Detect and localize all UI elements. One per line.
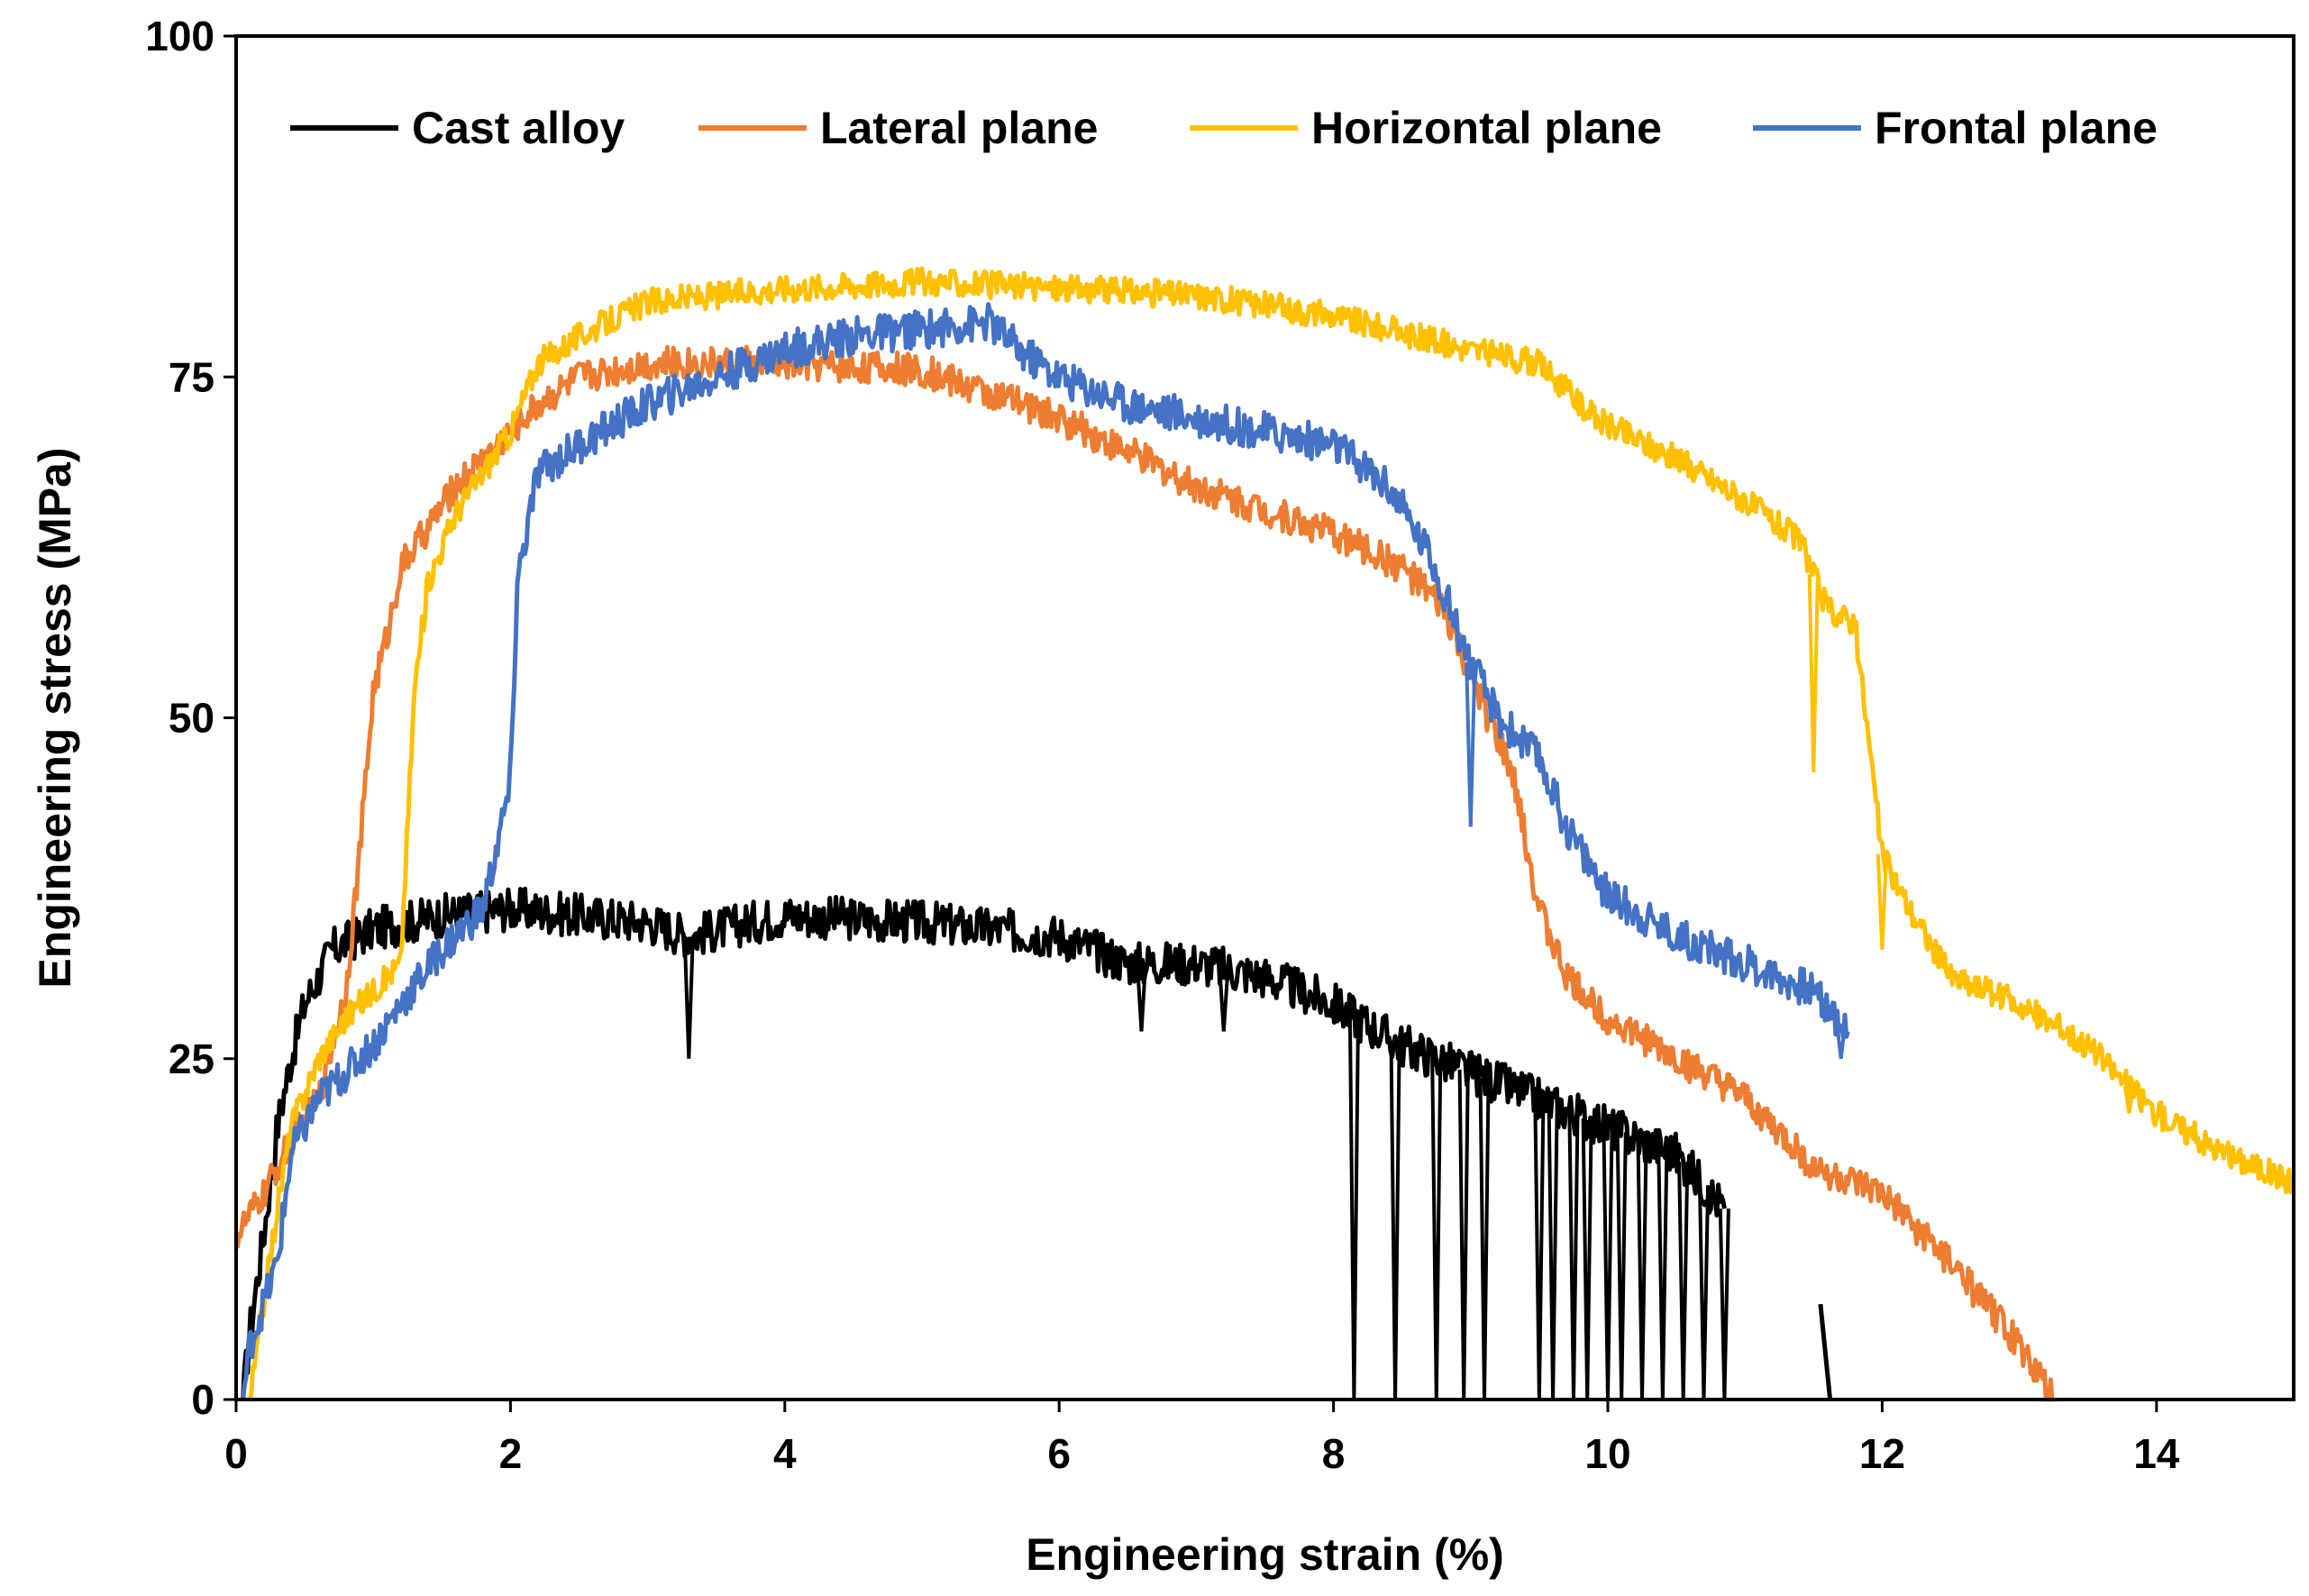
legend-label: Lateral plane	[820, 103, 1098, 153]
x-tick-label: 8	[1322, 1430, 1346, 1477]
series-drop-spike	[682, 935, 695, 1059]
y-tick-label: 25	[169, 1035, 214, 1082]
x-tick-label: 10	[1584, 1430, 1630, 1477]
legend-item: Lateral plane	[698, 103, 1098, 153]
x-axis: 0 2 4 6 8 10 12 14	[224, 1400, 2180, 1477]
series-drop-spike	[1807, 574, 1820, 773]
y-tick-label: 50	[169, 695, 214, 742]
x-tick-label: 12	[1859, 1430, 1905, 1477]
y-axis: 0 25 50 75 100	[145, 13, 236, 1423]
x-tick-label: 6	[1047, 1430, 1071, 1477]
legend-item: Horizontal plane	[1190, 103, 1662, 153]
series-line	[233, 344, 2055, 1402]
y-tick-label: 100	[145, 13, 214, 59]
series-line	[241, 302, 1850, 1400]
series-drop-spike	[1835, 1023, 1848, 1060]
series-line	[241, 886, 1727, 1400]
x-tick-label: 14	[2133, 1430, 2180, 1477]
x-axis-title: Engineering strain (%)	[1026, 1529, 1504, 1580]
y-axis-title: Engineering stress (MPa)	[30, 447, 80, 988]
series-frontal-plane	[241, 302, 1850, 1400]
y-tick-label: 75	[169, 353, 214, 400]
series-drop-spike	[1875, 853, 1888, 950]
legend-item: Frontal plane	[1753, 103, 2158, 153]
x-tick-label: 2	[499, 1430, 523, 1477]
legend-item: Cast alloy	[290, 103, 625, 153]
y-tick-label: 0	[191, 1376, 214, 1423]
legend-label: Horizontal plane	[1311, 103, 1662, 153]
x-tick-label: 0	[224, 1430, 248, 1477]
legend-label: Frontal plane	[1875, 103, 2158, 153]
series-drop-spike	[1465, 662, 1477, 827]
series-drop-spike	[1136, 962, 1148, 1032]
series-lateral-plane	[233, 344, 2055, 1402]
x-tick-label: 4	[773, 1430, 797, 1477]
series-horizontal-plane	[247, 266, 2296, 1400]
series-line	[247, 266, 2296, 1400]
series-drop-spike	[2122, 1085, 2135, 1114]
series-fragment	[1818, 1303, 1833, 1400]
legend-label: Cast alloy	[412, 103, 625, 153]
series-drop-spike	[1218, 968, 1230, 1032]
legend: Cast alloy Lateral plane Horizontal plane F…	[290, 103, 2158, 153]
